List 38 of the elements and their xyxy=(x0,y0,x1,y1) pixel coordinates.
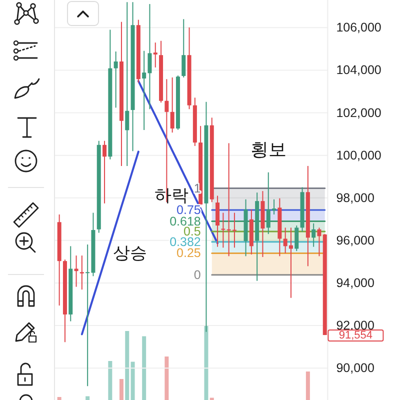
bar xyxy=(57,397,62,400)
annotation: 횡보 xyxy=(250,139,286,160)
candlestick xyxy=(102,140,107,204)
line-series xyxy=(137,80,219,244)
candlestick xyxy=(125,2,130,166)
y-tick-label: 106,000 xyxy=(336,20,382,35)
bar xyxy=(86,396,90,400)
series-label: 0.25 xyxy=(176,246,201,260)
bar xyxy=(204,325,208,400)
bar xyxy=(164,356,169,400)
bar xyxy=(119,379,124,400)
y-tick-label: 96,000 xyxy=(336,233,374,248)
y-tick-label: 90,000 xyxy=(336,361,374,376)
candlestick xyxy=(114,50,118,108)
y-tick-label: 94,000 xyxy=(336,276,374,290)
candlestick xyxy=(182,18,186,78)
candlestick xyxy=(312,222,316,248)
series-label: 상승 xyxy=(113,243,148,262)
series-label: 0.75 xyxy=(176,203,201,217)
y-tick-label: 102,000 xyxy=(336,106,382,120)
bar xyxy=(306,372,310,400)
y-tick-label: 98,000 xyxy=(336,190,374,205)
y-tick-label: 100,000 xyxy=(336,148,382,162)
candlestick xyxy=(153,42,158,68)
candlestick xyxy=(216,195,220,248)
bar xyxy=(130,362,135,400)
price-tag: 91,554 xyxy=(328,330,384,342)
y-tick-label: 104,000 xyxy=(336,63,382,78)
candlestick xyxy=(294,225,299,252)
bar xyxy=(108,361,112,400)
candlestick xyxy=(80,255,84,290)
bar xyxy=(125,331,130,400)
series-label: 0 xyxy=(194,268,201,282)
bar xyxy=(142,336,146,400)
candlestick xyxy=(317,227,322,257)
candlestick xyxy=(221,212,226,248)
candlestick xyxy=(170,76,174,134)
candlestick xyxy=(74,255,78,288)
